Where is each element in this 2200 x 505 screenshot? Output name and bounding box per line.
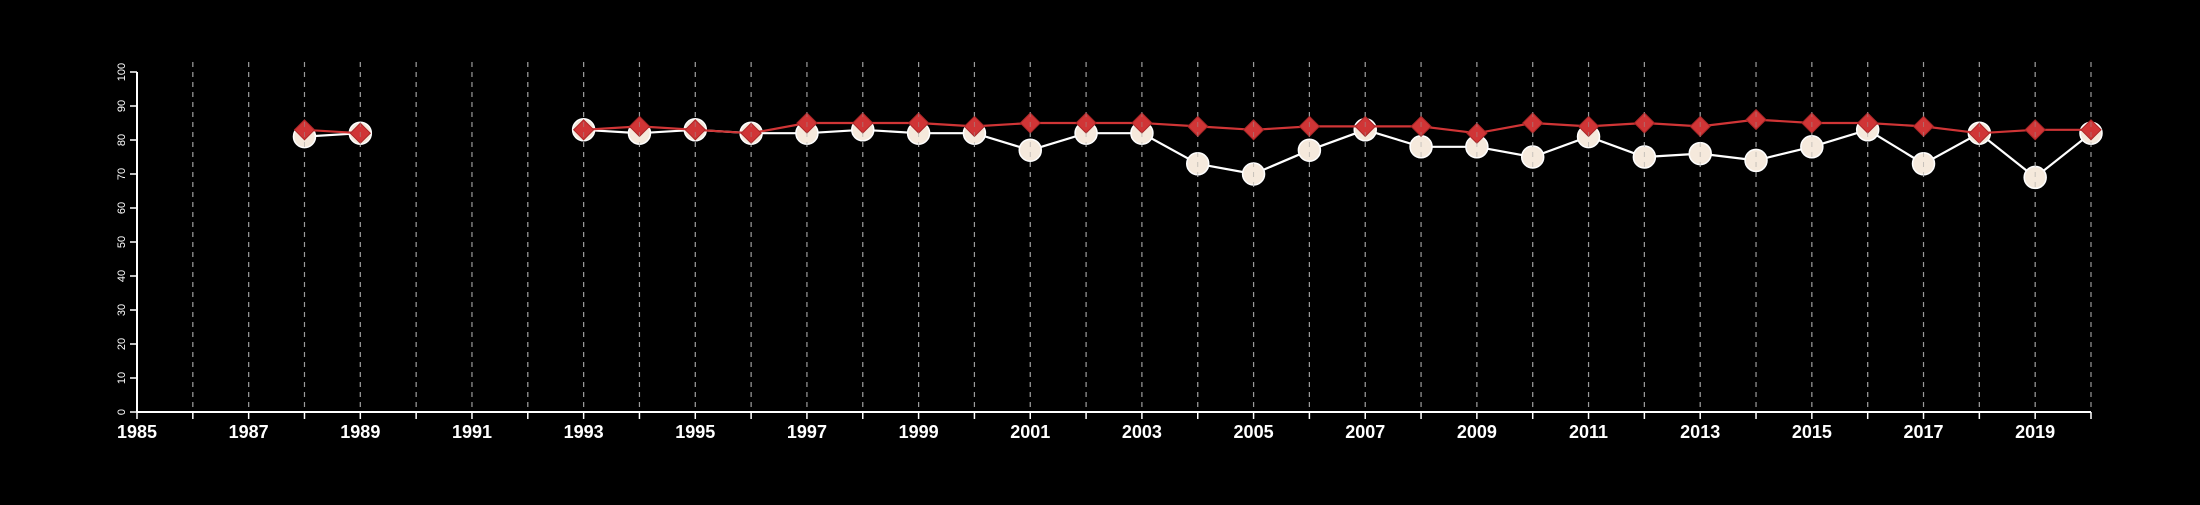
y-tick-label-80: 80 — [116, 134, 128, 146]
x-tick-label-1985: 1985 — [117, 422, 157, 442]
y-tick-label-50: 50 — [116, 236, 128, 248]
x-tick-label-2003: 2003 — [1122, 422, 1162, 442]
series-1 — [293, 108, 2102, 144]
y-tick-label-30: 30 — [116, 304, 128, 316]
x-tick-label-1991: 1991 — [452, 422, 492, 442]
x-tick-label-2019: 2019 — [2015, 422, 2055, 442]
point-circle-2006 — [1297, 138, 1322, 162]
x-tick-label-2005: 2005 — [1234, 422, 1274, 442]
x-tick-label-1989: 1989 — [340, 422, 380, 442]
series-0-line-segment-1 — [583, 128, 2092, 179]
x-tick-label-2017: 2017 — [1903, 422, 1943, 442]
series-group — [192, 62, 2103, 412]
x-tick-label-1995: 1995 — [675, 422, 715, 442]
x-tick-label-1999: 1999 — [899, 422, 939, 442]
y-tick-label-10: 10 — [116, 372, 128, 384]
point-circle-2014 — [1744, 148, 1768, 173]
y-tick-label-90: 90 — [116, 100, 128, 112]
y-tick-label-70: 70 — [116, 168, 128, 180]
x-tick-label-2013: 2013 — [1680, 422, 1720, 442]
x-tick-label-2001: 2001 — [1010, 422, 1050, 442]
x-tick-label-1987: 1987 — [229, 422, 269, 442]
point-diamond-1993 — [572, 119, 595, 141]
x-tick-label-2009: 2009 — [1457, 422, 1497, 442]
point-diamond-1988 — [293, 119, 316, 141]
point-diamond-2005 — [1242, 119, 1265, 141]
point-diamond-2019 — [2024, 119, 2046, 141]
x-tick-label-2015: 2015 — [1792, 422, 1832, 442]
y-tick-label-0: 0 — [116, 409, 128, 415]
series-1-line-segment-1 — [583, 118, 2091, 135]
axes: 0 10 20 30 40 50 60 70 80 90 100 1985 1987 1989 1991 19… — [116, 63, 2092, 442]
point-diamond-2014 — [1745, 108, 1767, 131]
x-tick-label-1997: 1997 — [787, 422, 827, 442]
y-tick-label-60: 60 — [116, 202, 128, 214]
point-circle-2001 — [1018, 138, 1043, 162]
y-tick-label-20: 20 — [116, 338, 128, 350]
point-diamond-2020 — [2080, 119, 2102, 141]
x-tick-label-2007: 2007 — [1345, 422, 1385, 442]
x-tick-label-2011: 2011 — [1569, 422, 1608, 442]
y-tick-label-40: 40 — [116, 270, 128, 282]
point-diamond-1995 — [684, 119, 706, 141]
x-tick-label-1993: 1993 — [564, 422, 604, 442]
y-tick-label-100: 100 — [116, 63, 128, 81]
